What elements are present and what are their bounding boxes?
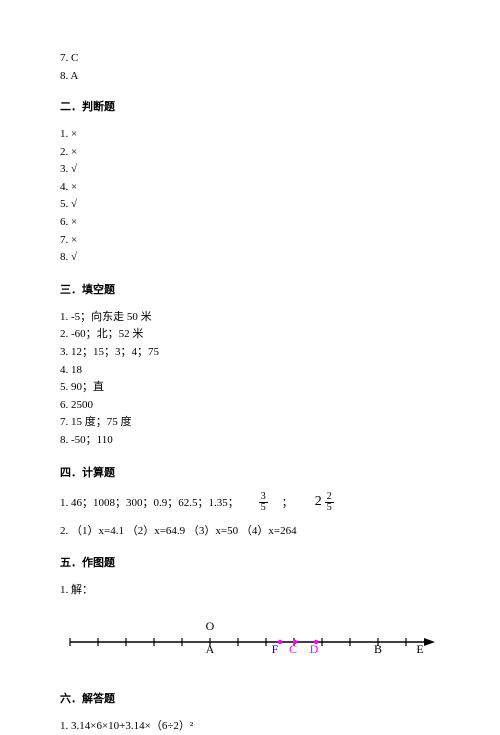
svg-text:F: F <box>272 642 279 656</box>
answer-item: 8. A <box>60 68 440 85</box>
list-item: 7. 15 度；75 度 <box>60 414 440 432</box>
list-item: 8. √ <box>60 249 440 267</box>
list-item: 5. √ <box>60 196 440 214</box>
list-item: 1. × <box>60 126 440 144</box>
svg-text:E: E <box>416 642 423 656</box>
section3-list: 1. -5；向东走 50 米 2. -60；北；52 米 3. 12；15；3；… <box>60 309 440 450</box>
top-answers: 7. C 8. A <box>60 50 440 84</box>
svg-text:A: A <box>206 642 215 656</box>
svg-text:D: D <box>310 642 319 656</box>
list-item: 1. -5；向东走 50 米 <box>60 309 440 327</box>
svg-text:B: B <box>374 642 382 656</box>
section5-title: 五．作图题 <box>60 554 440 570</box>
calc-line-2: 2. （1）x=4.1 （2）x=64.9 （3）x=50 （4）x=264 <box>60 523 440 541</box>
number-line-svg: OA FCD B E <box>60 620 440 670</box>
section4-title: 四．计算题 <box>60 464 440 480</box>
section2-list: 1. × 2. × 3. √ 4. × 5. √ 6. × 7. × 8. √ <box>60 126 440 267</box>
section6-title: 六．解答题 <box>60 690 440 706</box>
svg-text:O: O <box>206 620 215 633</box>
list-item: 3. √ <box>60 161 440 179</box>
list-item: 4. 18 <box>60 362 440 380</box>
list-item: 2. -60；北；52 米 <box>60 326 440 344</box>
list-item: 6. × <box>60 214 440 232</box>
list-item: 7. × <box>60 232 440 250</box>
list-item: 1. 3.14×6×10+3.14×（6÷2）² <box>60 718 440 735</box>
section5-sub: 1. 解： <box>60 582 440 600</box>
semicolon: ； <box>282 494 293 510</box>
list-item: 8. -50；110 <box>60 432 440 450</box>
answer-item: 7. C <box>60 50 440 67</box>
fraction-2: 2 2 5 <box>315 492 336 513</box>
section2-title: 二．判断题 <box>60 98 440 114</box>
section6-list: 1. 3.14×6×10+3.14×（6÷2）² <box>60 718 440 735</box>
list-item: 2. × <box>60 144 440 162</box>
list-item: 5. 90；直 <box>60 379 440 397</box>
section3-title: 三．填空题 <box>60 281 440 297</box>
calc-line-1: 1. 46；1008；300；0.9；62.5；1.35； 3 5 ； 2 2 … <box>60 492 440 513</box>
svg-text:C: C <box>289 642 297 656</box>
fraction-1: 3 5 <box>259 492 268 513</box>
calc-prefix: 1. 46；1008；300；0.9；62.5；1.35； <box>60 494 239 510</box>
list-item: 4. × <box>60 179 440 197</box>
list-item: 3. 12；15；3；4；75 <box>60 344 440 362</box>
list-item: 6. 2500 <box>60 397 440 415</box>
number-line-figure: OA FCD B E <box>60 620 440 670</box>
